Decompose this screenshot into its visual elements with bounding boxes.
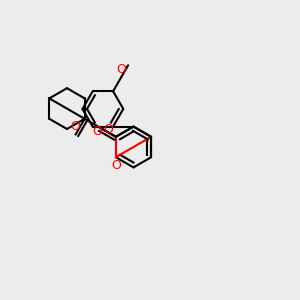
Text: O: O <box>103 123 113 136</box>
Text: O: O <box>92 125 102 138</box>
Text: O: O <box>116 63 126 76</box>
Text: O: O <box>112 159 122 172</box>
Text: O: O <box>71 120 81 134</box>
